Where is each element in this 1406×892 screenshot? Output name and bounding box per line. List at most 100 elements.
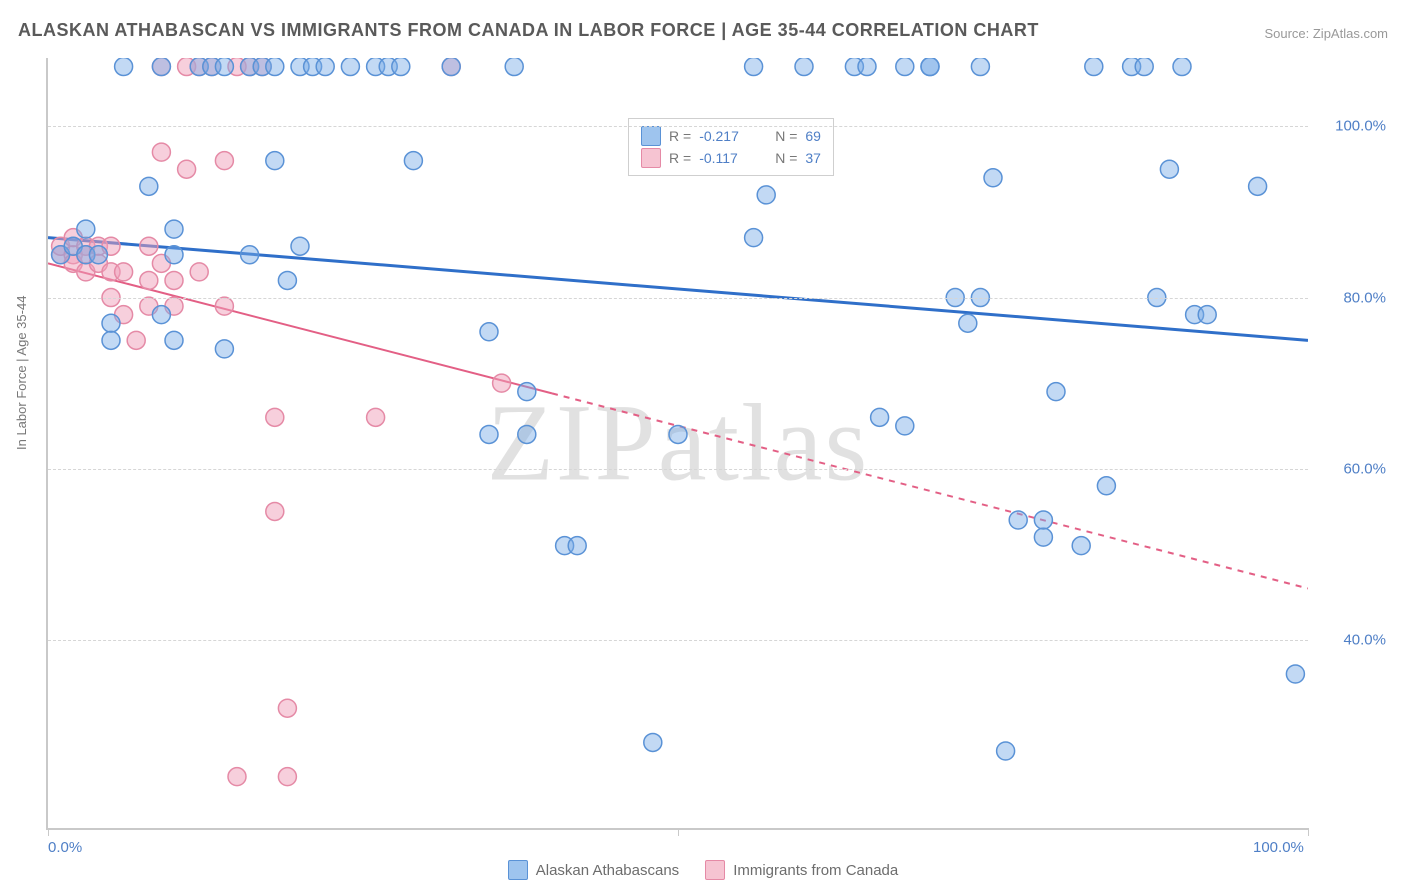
r-value: -0.217 bbox=[699, 128, 759, 144]
legend-row-series-2: R = -0.117 N = 37 bbox=[641, 147, 821, 169]
trend-line bbox=[48, 238, 1308, 341]
data-point bbox=[165, 331, 183, 349]
data-point bbox=[1097, 477, 1115, 495]
data-point bbox=[997, 742, 1015, 760]
data-point bbox=[178, 160, 196, 178]
data-point bbox=[1034, 528, 1052, 546]
data-point bbox=[921, 58, 939, 76]
n-label: N = bbox=[775, 128, 797, 144]
data-point bbox=[1249, 177, 1267, 195]
data-point bbox=[518, 425, 536, 443]
legend-label: Immigrants from Canada bbox=[733, 862, 898, 879]
legend-row-series-1: R = -0.217 N = 69 bbox=[641, 125, 821, 147]
data-point bbox=[266, 152, 284, 170]
data-point bbox=[77, 220, 95, 238]
y-axis-label: In Labor Force | Age 35-44 bbox=[14, 296, 29, 450]
y-tick-label: 60.0% bbox=[1343, 460, 1386, 477]
source-label: Source: ZipAtlas.com bbox=[1264, 26, 1388, 41]
data-point bbox=[871, 408, 889, 426]
r-value: -0.117 bbox=[699, 150, 759, 166]
swatch-icon bbox=[641, 148, 661, 168]
swatch-icon bbox=[508, 860, 528, 880]
data-point bbox=[1085, 58, 1103, 76]
data-point bbox=[404, 152, 422, 170]
data-point bbox=[215, 297, 233, 315]
gridline bbox=[48, 126, 1308, 127]
data-point bbox=[266, 502, 284, 520]
data-point bbox=[215, 340, 233, 358]
data-point bbox=[1047, 383, 1065, 401]
data-point bbox=[505, 58, 523, 76]
x-tick-mark bbox=[678, 828, 679, 836]
n-value: 37 bbox=[805, 150, 821, 166]
data-point bbox=[241, 246, 259, 264]
data-point bbox=[1034, 511, 1052, 529]
trend-line-dashed bbox=[552, 393, 1308, 588]
data-point bbox=[896, 417, 914, 435]
data-point bbox=[278, 768, 296, 786]
data-point bbox=[367, 408, 385, 426]
x-tick-mark bbox=[1308, 828, 1309, 836]
data-point bbox=[278, 699, 296, 717]
data-point bbox=[140, 271, 158, 289]
x-tick-label: 0.0% bbox=[48, 839, 82, 856]
data-point bbox=[228, 768, 246, 786]
legend-item-1: Alaskan Athabascans bbox=[508, 860, 679, 880]
legend-item-2: Immigrants from Canada bbox=[705, 860, 898, 880]
data-point bbox=[1135, 58, 1153, 76]
data-point bbox=[102, 331, 120, 349]
data-point bbox=[1009, 511, 1027, 529]
data-point bbox=[89, 246, 107, 264]
y-tick-label: 80.0% bbox=[1343, 289, 1386, 306]
data-point bbox=[102, 314, 120, 332]
series-legend: Alaskan Athabascans Immigrants from Cana… bbox=[0, 860, 1406, 880]
y-tick-label: 40.0% bbox=[1343, 631, 1386, 648]
data-point bbox=[669, 425, 687, 443]
data-point bbox=[115, 263, 133, 281]
swatch-icon bbox=[641, 126, 661, 146]
data-point bbox=[215, 58, 233, 76]
data-point bbox=[644, 733, 662, 751]
r-label: R = bbox=[669, 128, 691, 144]
data-point bbox=[493, 374, 511, 392]
data-point bbox=[316, 58, 334, 76]
data-point bbox=[392, 58, 410, 76]
data-point bbox=[971, 58, 989, 76]
data-point bbox=[127, 331, 145, 349]
gridline bbox=[48, 640, 1308, 641]
data-point bbox=[165, 220, 183, 238]
scatter-plot: ZIPatlas R = -0.217 N = 69 R = -0.117 N … bbox=[46, 58, 1308, 830]
data-point bbox=[896, 58, 914, 76]
x-tick-mark bbox=[48, 828, 49, 836]
data-point bbox=[165, 246, 183, 264]
data-point bbox=[480, 323, 498, 341]
n-value: 69 bbox=[805, 128, 821, 144]
data-point bbox=[140, 237, 158, 255]
data-point bbox=[1173, 58, 1191, 76]
x-tick-label: 100.0% bbox=[1253, 839, 1304, 856]
data-point bbox=[757, 186, 775, 204]
data-point bbox=[165, 271, 183, 289]
gridline bbox=[48, 298, 1308, 299]
data-point bbox=[152, 143, 170, 161]
data-point bbox=[1072, 537, 1090, 555]
n-label: N = bbox=[775, 150, 797, 166]
gridline bbox=[48, 469, 1308, 470]
data-point bbox=[115, 58, 133, 76]
data-point bbox=[152, 306, 170, 324]
data-point bbox=[984, 169, 1002, 187]
data-point bbox=[190, 263, 208, 281]
trend-line bbox=[48, 263, 552, 393]
data-point bbox=[1198, 306, 1216, 324]
data-point bbox=[278, 271, 296, 289]
data-point bbox=[341, 58, 359, 76]
data-point bbox=[442, 58, 460, 76]
data-point bbox=[266, 58, 284, 76]
swatch-icon bbox=[705, 860, 725, 880]
data-point bbox=[745, 229, 763, 247]
data-point bbox=[568, 537, 586, 555]
page-title: ALASKAN ATHABASCAN VS IMMIGRANTS FROM CA… bbox=[18, 20, 1039, 41]
data-point bbox=[152, 58, 170, 76]
data-point bbox=[858, 58, 876, 76]
data-point bbox=[480, 425, 498, 443]
